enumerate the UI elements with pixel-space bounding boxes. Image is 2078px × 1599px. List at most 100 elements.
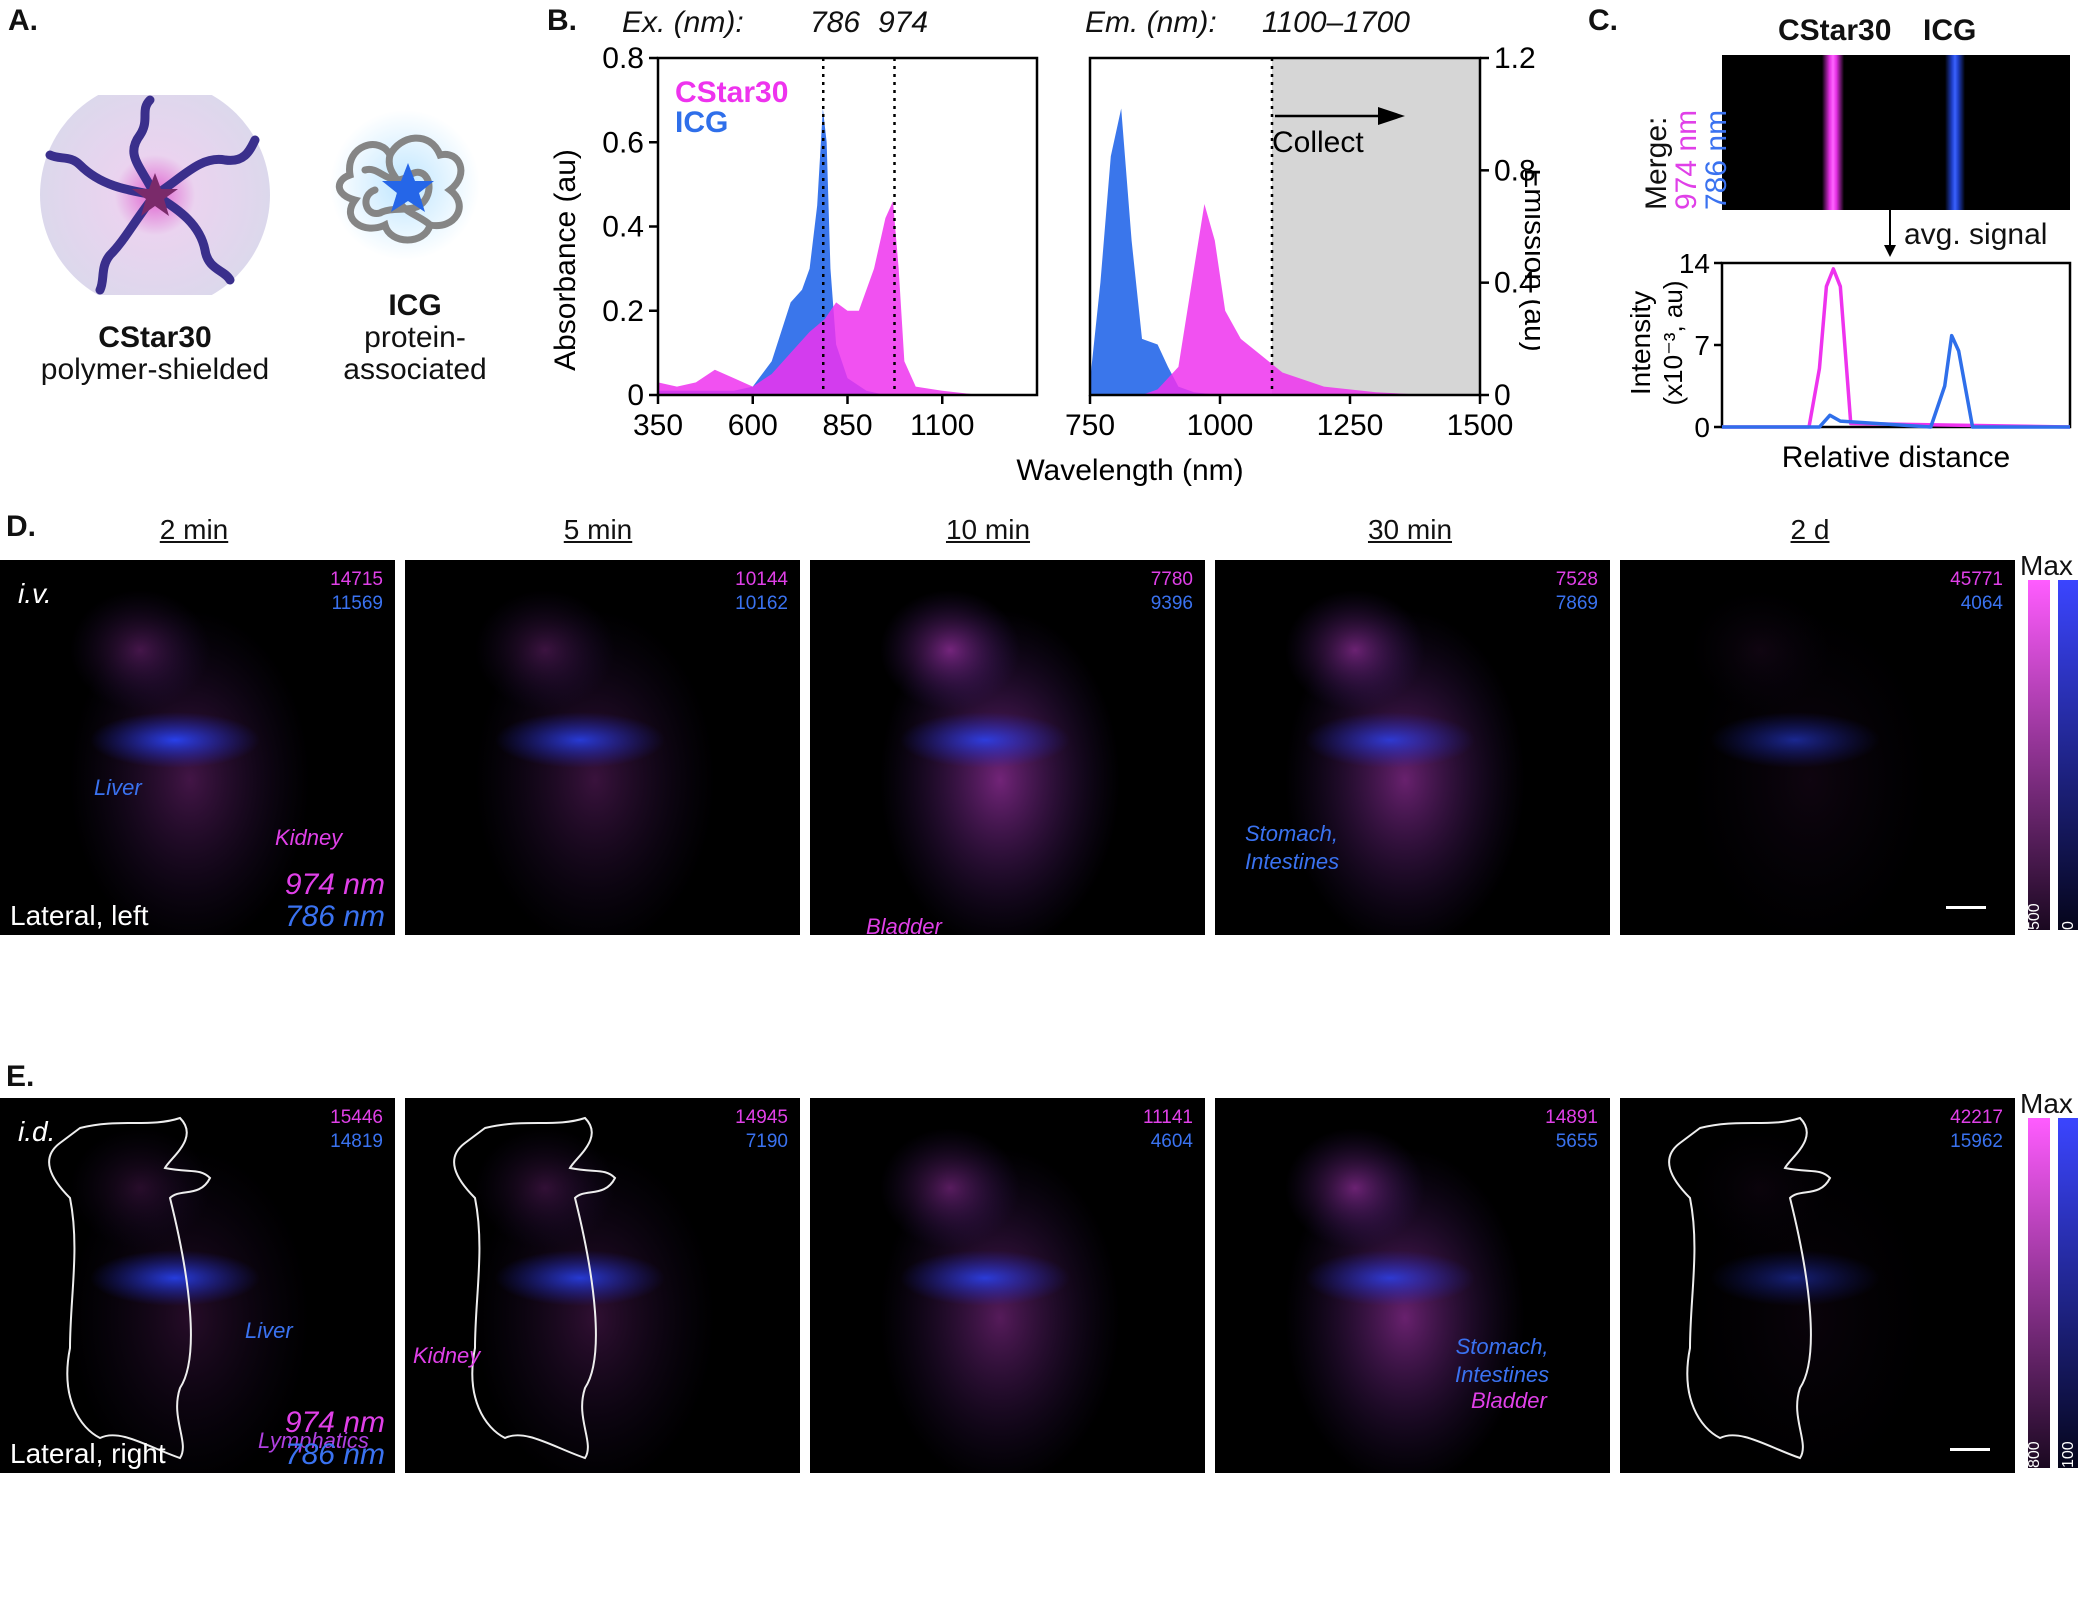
colorbar-min-786: 100 [2060,1441,2077,1468]
mouse-body-svg [1285,1128,1525,1473]
y-tick-label: 0 [627,379,644,412]
colorbar-max: Max [2020,550,2073,581]
absorbance-ylabel: Absorbance (au) [549,149,582,371]
count-974: 45771 [1950,569,2003,590]
merge-image [1722,55,2070,210]
absorbance-chart [658,108,1037,396]
emission-chart [1090,58,1480,396]
icg-name: ICG [388,289,442,322]
absorbance-axes: 350 600 850 1100 0 0.2 0.4 0.6 0.8 [602,42,1039,442]
view-label-e: Lateral, right [10,1438,166,1469]
profile-line-786-nm [1722,333,2070,429]
panel-c-label: C. [1588,4,1618,37]
mouse-image-e-3: 11141 4604 [810,1098,1205,1473]
merge-974: 974 nm [1670,109,1703,210]
organ-stomach-e: Stomach, Intestines [1455,1334,1550,1387]
panel-e-label: E. [6,1060,35,1093]
count-786: 7869 [1555,593,1598,614]
colorbar-min-974: 500 [2026,903,2043,930]
series-area-cstar30 [1142,204,1428,395]
icg-band [1945,55,1965,210]
y-tick-label: 0.6 [602,126,644,159]
view-label-d: Lateral, left [10,900,149,931]
count-974: 11141 [1142,1107,1193,1128]
mouse-image-d-3: 7780 9396 Bladder [810,560,1205,935]
avg-arrow-head [1884,245,1896,257]
mouse-image-e-5: 42217 15962 [1620,1098,2015,1473]
wavelength-xlabel: Wavelength (nm) [1016,454,1243,487]
legend-cstar30: CStar30 [675,76,788,109]
ex-value-786: 786 [810,6,861,39]
icg-desc-1: protein- [364,321,466,354]
mouse-image-d-5: 45771 4064 [1620,560,2015,935]
mouse-body-svg [880,590,1120,935]
collect-label: Collect [1272,126,1364,159]
emission-ylabel: Emission (au) [1518,168,1540,351]
channel-786-d: 786 nm [284,900,385,933]
timepoint-2d: 2 d [1790,514,1830,545]
count-786: 9396 [1150,593,1193,614]
timepoint-5min: 5 min [563,514,633,545]
route-label-iv: i.v. [18,578,52,609]
mouse-body-svg [1668,1116,1930,1473]
profile-plot-area: 0 7 14 [1679,248,2072,443]
route-label-id: i.d. [18,1116,56,1147]
count-974: 15446 [330,1107,383,1128]
cstar30-band [1822,55,1844,210]
count-readout: 14891 5655 [1545,1106,1598,1154]
colorbar-974 [2028,1118,2050,1468]
panel-d-label: D. [6,510,36,543]
cstar30-desc: polymer-shielded [40,353,270,386]
organ-liver-d: Liver [94,775,142,800]
em-label: Em. (nm): [1085,6,1217,39]
mouse-body-svg [475,590,715,935]
profile-xlabel: Relative distance [1782,441,2010,474]
count-readout: 15446 14819 [330,1106,383,1154]
count-786: 14819 [330,1131,383,1152]
mouse-body-svg [1285,590,1525,935]
icg-caption: ICG protein- associated [320,290,510,386]
icg-desc-2: associated [343,353,487,386]
profile-ylabel-1: Intensity [1625,291,1656,395]
panel-b-label: B. [547,4,577,37]
organ-stomach-d: Stomach, Intestines [1245,821,1340,874]
series-area-icg [1090,108,1220,396]
x-tick-label: 1500 [1447,409,1514,442]
count-786: 4604 [1150,1131,1193,1152]
molecule-illustrations [40,95,480,295]
cstar30-caption: CStar30 polymer-shielded [30,322,280,386]
profile-frame [1720,261,2072,429]
mouse-image-d-2: 10144 10162 [405,560,800,935]
col-icg: ICG [1923,14,1977,47]
colorbar-min-786: 0 [2060,921,2077,930]
colorbar-974 [2028,580,2050,930]
spectra-charts: 350 600 850 1100 0 0.2 0.4 0.6 0.8 750 1000 1250 15… [549,42,1540,487]
mouse-image-e-4: 14891 5655 Stomach, Intestines Bladder [1215,1098,1610,1473]
cstar30-name: CStar30 [98,321,212,354]
x-tick-label: 850 [822,409,872,442]
count-readout: 7780 9396 [1151,568,1193,616]
icg-star-icon [382,163,434,212]
channel-786-e: 786 nm [284,1438,385,1471]
count-974: 7528 [1555,569,1598,590]
avg-signal-label: avg. signal [1904,218,2048,251]
colorbar-max: Max [2020,1088,2073,1119]
organ-kidney-e: Kidney [413,1343,481,1368]
profile-y-tick-label: 7 [1694,330,1710,361]
panel-a-label: A. [8,4,38,37]
x-tick-label: 750 [1065,409,1115,442]
organ-bladder-e: Bladder [1471,1388,1547,1413]
count-readout: 42217 15962 [1950,1106,2003,1154]
y-tick-label: 0.2 [602,295,644,328]
cstar30-polymer-arms [45,95,260,295]
mouse-body-svg [880,1128,1120,1473]
count-readout: 10144 10162 [735,568,788,616]
count-974: 14891 [1545,1107,1598,1128]
ex-value-974: 974 [878,6,929,39]
em-value: 1100–1700 [1262,6,1410,39]
y-tick-label: 0.8 [1494,154,1536,187]
count-974: 14945 [735,1107,788,1128]
mouse-image-e-2: 14945 7190 Kidney [405,1098,800,1473]
count-readout: 14715 11569 [330,568,383,616]
y-tick-label: 0.4 [602,211,644,244]
